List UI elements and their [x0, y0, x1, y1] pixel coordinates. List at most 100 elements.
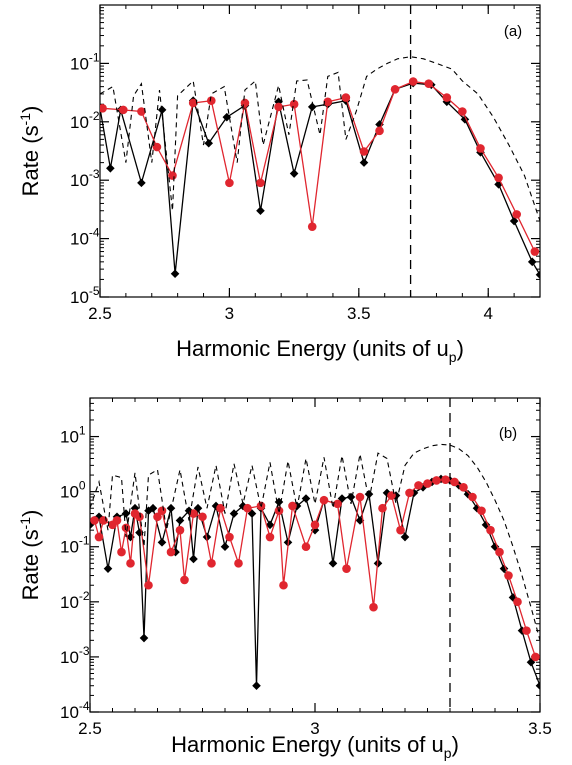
data-point-circle	[477, 506, 486, 516]
data-point-circle	[301, 542, 311, 552]
chart-panel-a: 2.5 3 3.5 410-510-410-310-210-1(a)Harmonic …	[17, 4, 541, 365]
series-line	[102, 80, 536, 252]
series-line	[90, 478, 540, 686]
data-point-circle	[495, 547, 504, 557]
data-point-circle	[355, 492, 365, 502]
data-point-diamond	[157, 538, 167, 547]
y-tick-base: 10	[70, 54, 89, 73]
y-tick-label: 10-1	[70, 50, 100, 73]
data-point-circle	[423, 479, 432, 488]
data-point-circle	[225, 532, 234, 542]
data-point-circle	[408, 77, 418, 86]
data-point-circle	[198, 512, 207, 522]
y-tick-exponent: -4	[79, 699, 90, 713]
data-point-circle	[225, 178, 234, 188]
y-tick-base: 10	[60, 703, 79, 722]
data-point-diamond	[364, 489, 374, 499]
plot-frame	[89, 397, 541, 713]
series-group	[90, 443, 540, 691]
data-point-circle	[256, 178, 265, 188]
y-tick-exponent: -1	[79, 534, 90, 548]
data-point-circle	[144, 580, 153, 590]
data-point-circle	[234, 559, 243, 568]
data-point-diamond	[289, 169, 299, 178]
data-point-diamond	[103, 564, 113, 573]
y-tick-label: 10-1	[60, 534, 90, 557]
y-tick-exponent: -3	[79, 644, 90, 658]
data-point-diamond	[535, 270, 540, 280]
data-point-diamond	[222, 112, 232, 122]
data-point-circle	[396, 525, 405, 535]
data-point-circle	[522, 626, 531, 635]
data-point-diamond	[220, 542, 230, 552]
y-tick-exponent: -1	[89, 50, 100, 64]
data-point-diamond	[94, 512, 104, 522]
y-tick-base: 10	[70, 288, 89, 307]
data-point-circle	[378, 503, 387, 513]
data-point-diamond	[137, 178, 146, 188]
data-point-circle	[441, 475, 450, 484]
y-tick-exponent: 0	[79, 479, 86, 493]
data-point-circle	[94, 532, 104, 542]
data-point-diamond	[375, 120, 384, 129]
data-point-diamond	[400, 532, 410, 542]
data-point-circle	[100, 104, 107, 113]
y-tick-label: 10-2	[70, 109, 100, 132]
data-point-diamond	[175, 516, 185, 525]
data-point-diamond	[337, 494, 347, 503]
y-tick-base: 10	[70, 171, 89, 190]
data-point-circle	[504, 571, 513, 580]
data-point-circle	[414, 481, 423, 490]
data-point-diamond	[252, 681, 261, 691]
panel-label: (a)	[504, 23, 522, 40]
data-point-circle	[121, 523, 131, 533]
data-point-circle	[307, 222, 317, 231]
data-point-circle	[333, 499, 342, 509]
y-tick-base: 10	[60, 428, 79, 447]
y-tick-exponent: -3	[89, 167, 100, 181]
data-point-diamond	[247, 509, 257, 518]
data-point-circle	[157, 506, 167, 516]
data-point-circle	[166, 547, 176, 557]
data-point-circle	[265, 532, 275, 542]
data-point-diamond	[229, 509, 239, 518]
data-point-diamond	[535, 681, 540, 691]
data-point-circle	[476, 144, 485, 153]
data-point-diamond	[256, 206, 265, 216]
data-point-circle	[188, 98, 198, 108]
data-point-circle	[390, 85, 400, 94]
data-point-diamond	[499, 564, 509, 573]
data-point-circle	[494, 173, 503, 183]
data-point-circle	[90, 516, 99, 525]
data-point-diamond	[265, 520, 275, 530]
y-tick-base: 10	[70, 230, 89, 249]
data-point-circle	[375, 126, 384, 136]
data-point-circle	[288, 501, 297, 511]
data-point-circle	[513, 597, 522, 607]
series-line	[93, 479, 537, 658]
data-point-diamond	[460, 115, 470, 124]
y-tick-exponent: -5	[89, 284, 100, 298]
data-point-circle	[531, 652, 540, 662]
x-tick-label: 4	[484, 304, 493, 323]
data-point-circle	[310, 520, 320, 530]
data-point-diamond	[359, 158, 369, 167]
y-tick-label: 10-3	[70, 167, 100, 190]
data-point-diamond	[144, 506, 153, 516]
plot-frame	[99, 4, 541, 298]
data-point-circle	[118, 105, 128, 115]
data-point-circle	[323, 97, 333, 107]
data-point-circle	[243, 503, 252, 513]
data-point-circle	[442, 93, 452, 102]
y-axis-title: Rate (s-1)	[17, 106, 43, 197]
x-tick-label: 3	[310, 719, 319, 738]
data-point-circle	[432, 476, 441, 485]
data-point-circle	[137, 107, 146, 116]
data-point-circle	[207, 559, 216, 568]
data-point-circle	[459, 482, 468, 492]
x-tick-label: 3	[225, 304, 234, 323]
data-point-circle	[512, 210, 522, 219]
data-point-diamond	[494, 180, 503, 189]
data-point-circle	[117, 547, 126, 557]
